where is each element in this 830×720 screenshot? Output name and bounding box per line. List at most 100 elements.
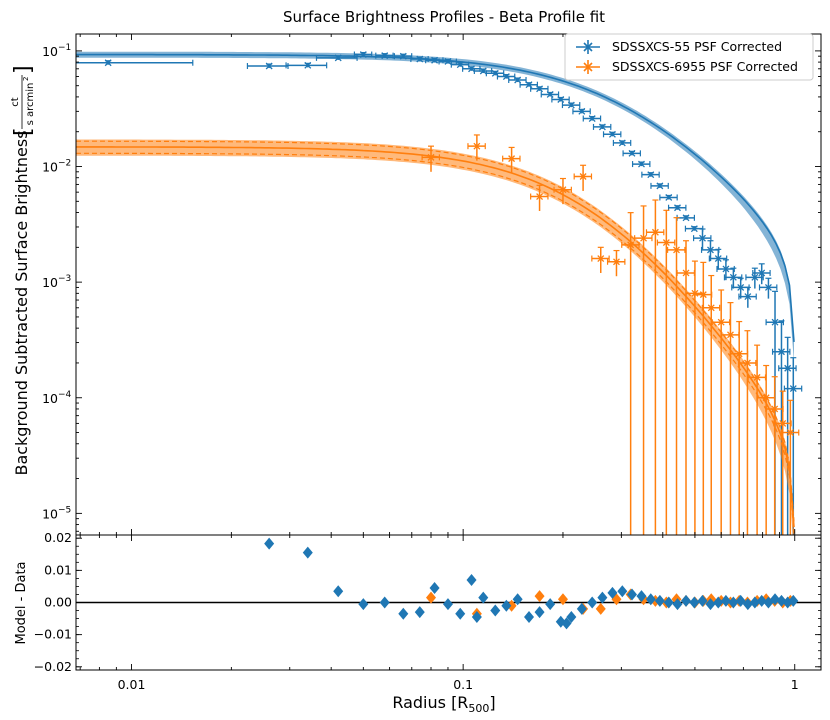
marker-x-b	[359, 51, 367, 58]
residual-point-0-21	[566, 610, 577, 623]
data-point-0-19	[551, 96, 570, 103]
residual-point-0-39	[728, 596, 739, 609]
marker-x-b	[771, 318, 779, 326]
marker-x-b	[559, 186, 567, 194]
marker-x-b	[665, 193, 673, 201]
y-tick-exponent: −2	[58, 159, 71, 169]
residual-point-0-17	[534, 606, 545, 619]
residual-point-0-35	[697, 594, 708, 607]
residual-point-1-4	[557, 593, 568, 606]
ylabel-unit-exponent: 2	[22, 77, 30, 81]
residual-point-0-1	[302, 546, 313, 559]
marker-x-b	[778, 348, 785, 356]
ylabel-unit: [ ct s arcmin 2 ]	[10, 65, 36, 136]
legend-marker-sdssxcs-55	[576, 40, 600, 54]
marker-x-b	[743, 359, 751, 367]
marker-x-b	[444, 58, 452, 65]
main-axes-frame	[75, 33, 822, 536]
marker-x-b	[707, 246, 714, 254]
marker-x-b	[647, 171, 655, 179]
data-point-0-0	[76, 59, 194, 67]
data-point-0-12	[473, 67, 493, 75]
model-line-1	[76, 146, 795, 528]
residual-point-0-22	[576, 602, 587, 615]
residual-point-0-42	[749, 596, 760, 609]
data-point-0-34	[692, 228, 712, 250]
residual-point-0-8	[442, 598, 453, 611]
data-point-0-21	[572, 107, 591, 115]
tick-layer: 0.01 0.1 110−510−410−310−210 −1−0.02−0.010.…	[34, 34, 821, 692]
marker-x-b	[722, 265, 730, 273]
marker-x-b	[381, 52, 389, 60]
marker-x-b	[536, 193, 544, 200]
marker-x-b	[304, 61, 312, 69]
residual-point-0-31	[663, 596, 674, 609]
residual-point-0-11	[471, 610, 482, 623]
residual-y-tick-label: −0.02	[34, 659, 72, 674]
data-point-1-16	[701, 274, 721, 535]
marker-x-b	[717, 318, 725, 326]
marker-x-b	[784, 364, 792, 372]
legend-label-sdssxcs-55: SDSSXCS-55 PSF Corrected	[612, 39, 782, 54]
data-point-1-24	[773, 390, 792, 535]
ylabel-unit-numerator: ct	[10, 97, 21, 106]
marker-x-b	[727, 331, 734, 339]
y-tick-exponent: −1	[58, 43, 71, 53]
data-point-0-23	[592, 123, 612, 131]
residual-point-1-0	[426, 591, 437, 604]
marker-x-b	[673, 246, 680, 254]
data-point-1-20	[737, 330, 757, 535]
main-plot-area: 0.01 0.1 110−510−410−310−210 −1−0.02−0.010.…	[34, 33, 822, 692]
residual-point-0-27	[626, 588, 637, 601]
marker-x-b	[104, 59, 112, 67]
data-point-1-4	[553, 177, 572, 205]
data-point-0-22	[582, 115, 602, 122]
marker-x-b	[707, 304, 715, 312]
residual-point-0-10	[466, 574, 477, 586]
data-point-0-30	[659, 193, 678, 201]
marker-x-b	[334, 54, 342, 62]
data-point-0-9	[438, 58, 457, 65]
data-point-0-8	[425, 56, 444, 64]
data-point-1-6	[591, 246, 610, 273]
residual-y-tick-label: 0.00	[44, 595, 72, 610]
data-point-0-28	[641, 171, 660, 179]
residual-point-0-4	[379, 596, 390, 609]
marker-x-b	[786, 429, 794, 437]
legend-x-b	[583, 42, 593, 52]
data-point-1-2	[502, 146, 521, 174]
marker-x-b	[536, 85, 544, 93]
ylabel-unit-bracket-right: ]	[11, 65, 36, 74]
residual-point-0-18	[545, 598, 556, 611]
data-point-1-19	[729, 320, 749, 535]
marker-x-b	[744, 293, 752, 301]
marker-x-b	[674, 204, 681, 212]
marker-x-b	[557, 96, 565, 103]
marker-x-b	[690, 225, 698, 233]
marker-x-b	[764, 283, 772, 291]
residual-point-0-29	[645, 593, 656, 606]
marker-x-b	[546, 90, 554, 98]
ylabel-unit-denominator: s arcmin	[25, 83, 36, 126]
data-point-0-40	[738, 286, 757, 308]
series-1	[76, 134, 800, 535]
marker-x-b	[751, 273, 759, 281]
marker-x-b	[682, 269, 690, 277]
y-tick-label: 10	[42, 44, 58, 59]
ylabel-unit-bracket-left: [	[11, 127, 36, 136]
data-point-0-31	[667, 204, 687, 212]
residual-point-0-24	[597, 591, 608, 604]
data-point-0-6	[393, 52, 413, 60]
data-point-1-7	[606, 249, 626, 277]
legend-frame	[564, 33, 814, 81]
data-point-1-25	[780, 399, 800, 535]
marker-x-b	[613, 258, 620, 266]
legend-marker-sdssxcs-6955	[576, 60, 600, 74]
marker-x-b	[456, 61, 464, 69]
residual-y-tick-label: 0.02	[44, 530, 72, 545]
residual-point-0-30	[654, 594, 665, 607]
y-tick-exponent: −5	[58, 505, 71, 515]
x-tick-label: 0.01	[118, 677, 146, 692]
marker-x-b	[789, 385, 797, 393]
data-point-0-5	[375, 52, 394, 60]
